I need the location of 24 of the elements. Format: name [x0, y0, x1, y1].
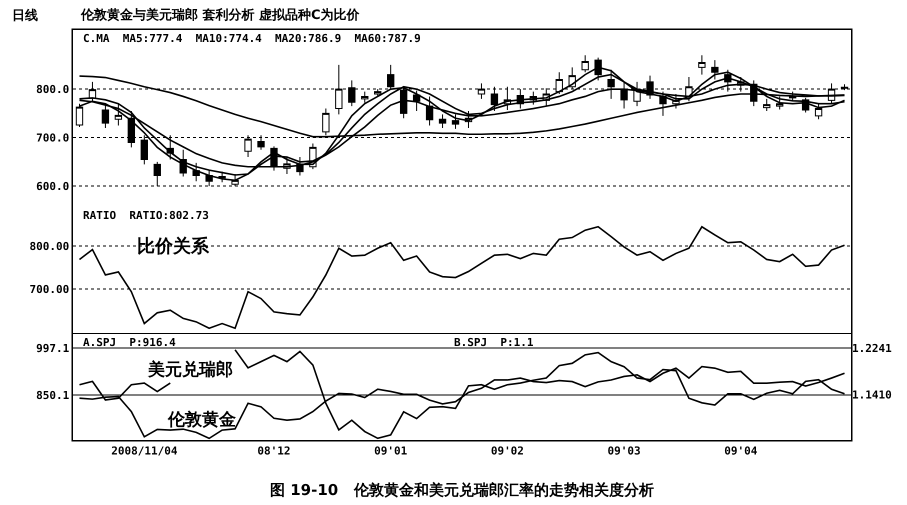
x-tick-label: 09'01	[374, 444, 408, 458]
x-tick-label: 08'12	[257, 444, 291, 458]
y-tick-label: 800.00	[30, 240, 70, 253]
annotation: B.SPJ P:1.1	[454, 336, 534, 349]
caption: 图 19-10 伦敦黄金和美元兑瑞郎汇率的走势相关度分析	[270, 481, 654, 499]
annotation: A.SPJ P:916.4	[83, 336, 176, 349]
y-tick-label: 800.0	[36, 83, 70, 96]
x-tick-label: 09'03	[608, 444, 641, 458]
y-tick-label: 600.0	[36, 180, 70, 193]
chart-title: 日线	[12, 8, 38, 24]
y2-tick-label: 1.2241	[852, 342, 892, 355]
x-tick-label: 2008/11/04	[111, 444, 178, 458]
x-tick-label: 09'04	[724, 444, 758, 458]
y-tick-label: 700.00	[30, 282, 70, 296]
annotation: C.MA MA5:777.4 MA10:774.4 MA20:786.9 MA60:787.9	[83, 32, 421, 45]
annotation: RATIO RATIO:802.73	[83, 209, 209, 222]
chart-subtitle: 伦敦黄金与美元瑞郎 套利分析 虚拟品种C为比价	[80, 7, 361, 23]
series-label: 伦敦黄金	[167, 410, 236, 430]
x-tick-label: 09'02	[490, 444, 524, 458]
series-label: 美元兑瑞郎	[147, 360, 233, 380]
y-tick-label: 850.1	[36, 388, 70, 402]
y-tick-label: 997.1	[36, 342, 70, 355]
y-tick-label: 700.0	[36, 132, 70, 144]
y2-tick-label: 1.1410	[852, 388, 892, 402]
